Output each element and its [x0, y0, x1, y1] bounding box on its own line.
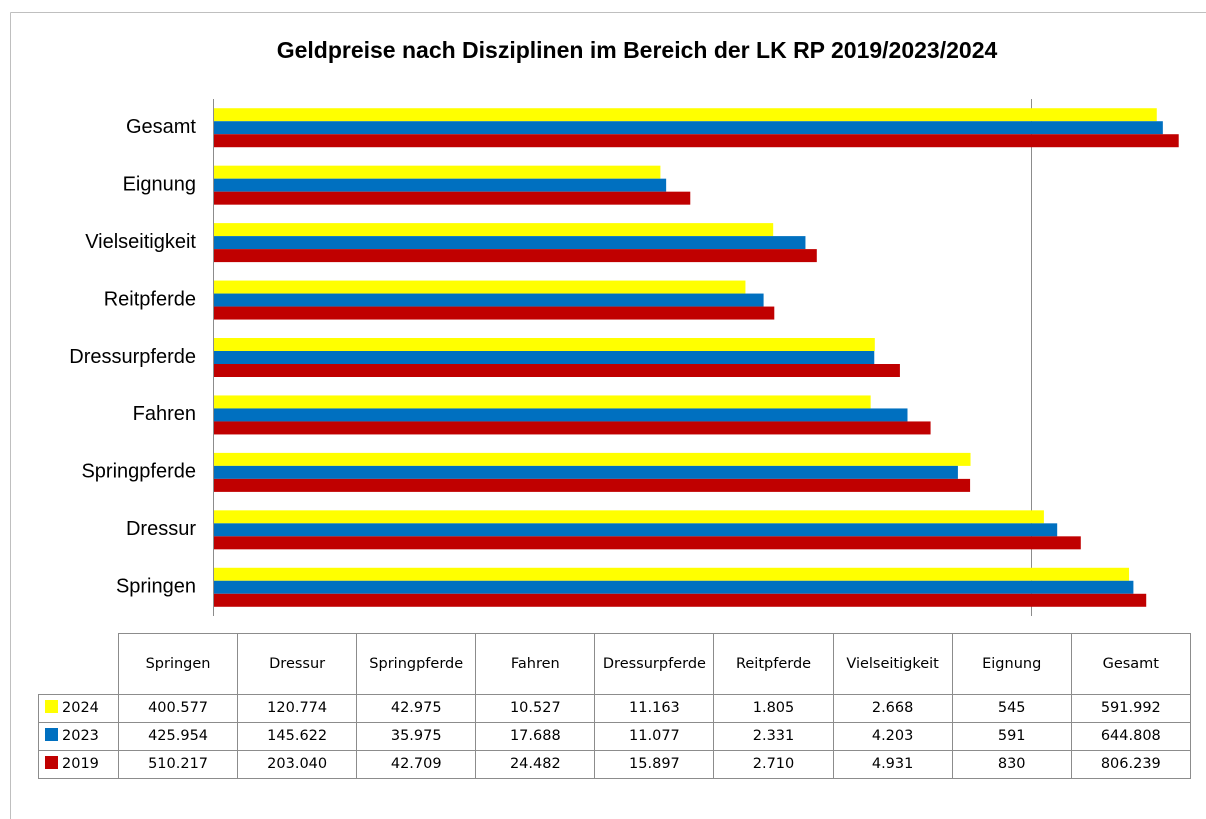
- legend-label: 2023: [62, 728, 99, 744]
- table-value-cell: 591.992: [1070, 694, 1191, 723]
- table-header-cell: Reitpferde: [713, 633, 834, 695]
- bar: [213, 108, 1157, 122]
- table-header-row: Springen Dressur Springpferde Fahren Dressur…: [39, 633, 1191, 695]
- table-value-cell: 2.668: [832, 694, 953, 723]
- table-value-cell: 1.805: [713, 694, 834, 723]
- table-value-cell: 510.217: [117, 750, 239, 779]
- bar: [213, 306, 775, 320]
- bar: [213, 134, 1179, 148]
- table-value-cell: 2.331: [713, 722, 834, 751]
- bar: [213, 478, 971, 492]
- bar: [213, 593, 1147, 607]
- legend-swatch: [45, 756, 58, 769]
- legend-label: 2024: [62, 700, 99, 716]
- table-value-cell: 2.710: [713, 750, 834, 779]
- bar: [213, 408, 908, 422]
- bar: [213, 178, 667, 192]
- table-header-cell: Eignung: [951, 633, 1072, 695]
- table-corner: [39, 634, 119, 695]
- category-label: Dressur: [126, 518, 196, 540]
- category-label: Gesamt: [126, 116, 196, 138]
- bar: [213, 395, 871, 409]
- legend-swatch: [45, 728, 58, 741]
- table-value-cell: 806.239: [1070, 750, 1191, 779]
- bar: [213, 338, 875, 351]
- table-value-cell: 24.482: [475, 750, 596, 779]
- table-value-cell: 4.931: [832, 750, 953, 779]
- table-value-cell: 35.975: [356, 722, 477, 751]
- category-label: Springpferde: [81, 461, 196, 483]
- table-value-cell: 17.688: [475, 722, 596, 751]
- bar: [213, 452, 971, 466]
- table-legend-cell: 2024: [38, 694, 119, 723]
- table-header-cell: Vielseitigkeit: [832, 633, 953, 695]
- category-label: Dressurpferde: [69, 346, 196, 368]
- table-value-cell: 120.774: [237, 694, 358, 723]
- data-table: Springen Dressur Springpferde Fahren Dressur…: [38, 633, 1191, 779]
- table-header-cell: Dressur: [237, 633, 358, 695]
- table-value-cell: 11.163: [594, 694, 715, 723]
- table-legend-cell: 2019: [38, 750, 119, 779]
- bar: [213, 510, 1044, 524]
- table-value-cell: 42.975: [356, 694, 477, 723]
- bar: [213, 351, 875, 364]
- bar: [213, 567, 1130, 581]
- bar: [213, 364, 900, 377]
- table-value-cell: 591: [951, 722, 1072, 751]
- table-legend-cell: 2023: [38, 722, 119, 751]
- table-row: 2023 425.954 145.622 35.975 17.688 11.077 2.33…: [38, 722, 1191, 751]
- table-header-cell: Dressurpferde: [594, 633, 715, 695]
- table-value-cell: 830: [951, 750, 1072, 779]
- table-value-cell: 203.040: [237, 750, 358, 779]
- table-value-cell: 545: [951, 694, 1072, 723]
- category-label: Fahren: [133, 403, 196, 425]
- table-header-cell: Fahren: [475, 633, 596, 695]
- bar: [213, 191, 691, 205]
- table-value-cell: 10.527: [475, 694, 596, 723]
- table-value-cell: 4.203: [832, 722, 953, 751]
- legend-label: 2019: [62, 756, 99, 772]
- bar: [213, 236, 806, 250]
- table-row: 2019 510.217 203.040 42.709 24.482 15.897 2.71…: [38, 750, 1191, 779]
- bar: [213, 536, 1081, 550]
- bar: [213, 280, 746, 294]
- bar: [213, 121, 1163, 135]
- chart-title: Geldpreise nach Disziplinen im Bereich d…: [277, 37, 998, 63]
- table-value-cell: 145.622: [237, 722, 358, 751]
- bar: [213, 293, 764, 307]
- table-value-cell: 15.897: [594, 750, 715, 779]
- bar: [213, 249, 817, 263]
- bar: [213, 523, 1058, 537]
- legend-swatch: [45, 700, 58, 713]
- category-label: Reitpferde: [104, 288, 196, 310]
- table-value-cell: 400.577: [117, 694, 239, 723]
- table-header-cell: Gesamt: [1070, 633, 1191, 695]
- table-value-cell: 42.709: [356, 750, 477, 779]
- table-header-cell: Springpferde: [356, 633, 477, 695]
- bar: [213, 165, 661, 179]
- table-value-cell: 644.808: [1070, 722, 1191, 751]
- bar: [213, 465, 958, 479]
- category-label: Eignung: [123, 173, 196, 195]
- bar: [213, 580, 1134, 594]
- category-label: Vielseitigkeit: [85, 231, 196, 253]
- table-header-cell: Springen: [117, 633, 239, 695]
- table-row: 2024 400.577 120.774 42.975 10.527 11.163 1.80…: [38, 694, 1191, 723]
- bar: [213, 223, 774, 237]
- table-value-cell: 11.077: [594, 722, 715, 751]
- table-value-cell: 425.954: [117, 722, 239, 751]
- bar: [213, 421, 931, 435]
- category-label: Springen: [116, 576, 196, 598]
